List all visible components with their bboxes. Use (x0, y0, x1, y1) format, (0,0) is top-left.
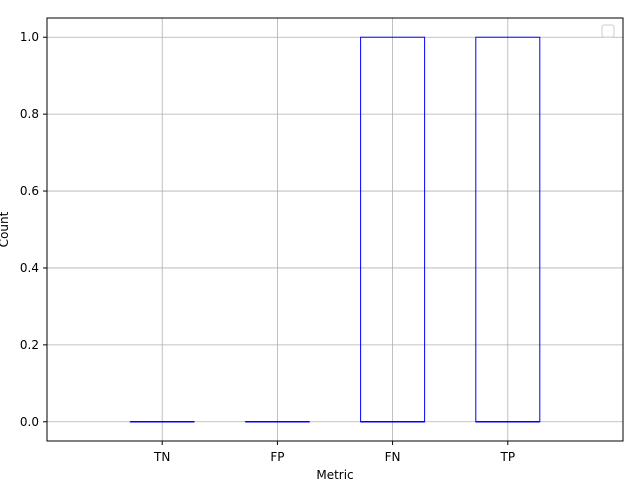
x-tick-label: FN (385, 450, 401, 464)
axis-ticks (43, 36, 509, 445)
box-series (129, 36, 541, 423)
x-tick-label: TP (500, 450, 516, 464)
tick-labels: 0.0 0.2 0.4 0.6 0.8 1.0 TN FP FN TP (20, 30, 515, 464)
x-tick-label: FP (270, 450, 284, 464)
grid-lines (47, 18, 623, 441)
y-tick-label: 1.0 (20, 30, 39, 44)
x-tick-label: TN (153, 450, 170, 464)
y-tick-label: 0.4 (20, 261, 39, 275)
y-tick-label: 0.0 (20, 415, 39, 429)
legend-box (601, 24, 615, 38)
y-tick-label: 0.8 (20, 107, 39, 121)
plot-area-frame (46, 17, 624, 442)
x-axis-label: Metric (316, 468, 353, 480)
y-axis-label: Count (0, 211, 11, 247)
y-tick-label: 0.6 (20, 184, 39, 198)
y-tick-label: 0.2 (20, 338, 39, 352)
